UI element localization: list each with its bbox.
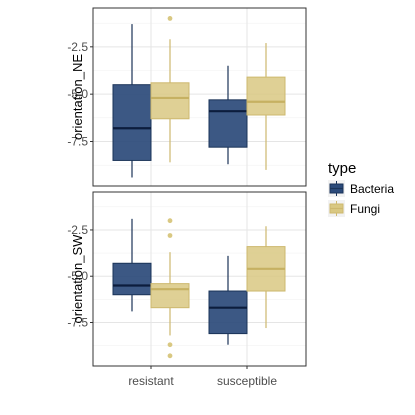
outlier-point [167, 342, 173, 348]
panel-border [92, 7, 307, 187]
panel-border [92, 191, 307, 367]
box-bacteria-susceptible [208, 99, 248, 148]
box-bacteria-resistant [112, 84, 152, 161]
box-fungi-resistant [150, 283, 190, 309]
x-tick-label: resistant [128, 374, 174, 388]
y-tick-label: -2.5 [67, 223, 88, 237]
outlier-point [167, 218, 173, 224]
y-tick-label: -2.5 [67, 40, 88, 54]
y-tick-label: -5.0 [67, 87, 88, 101]
y-tick-label: -7.5 [67, 316, 88, 330]
legend-label-fungi: Fungi [350, 202, 380, 216]
box-bacteria-resistant [112, 262, 152, 296]
y-tick-label: -7.5 [67, 135, 88, 149]
y-tick-label: -5.0 [67, 269, 88, 283]
outlier-point [167, 353, 173, 359]
box-bacteria-susceptible [208, 290, 248, 335]
outlier-point [167, 16, 173, 21]
legend-title: type [328, 160, 356, 177]
y-axis-title: orientation_SW [70, 234, 85, 324]
box-fungi-resistant [150, 82, 190, 120]
legend-label-bacteria: Bacteria [350, 182, 394, 196]
box-fungi-susceptible [246, 76, 286, 116]
y-axis-title: orientation_NE [70, 54, 85, 140]
x-tick-label: susceptible [217, 374, 277, 388]
outlier-point [167, 233, 173, 238]
